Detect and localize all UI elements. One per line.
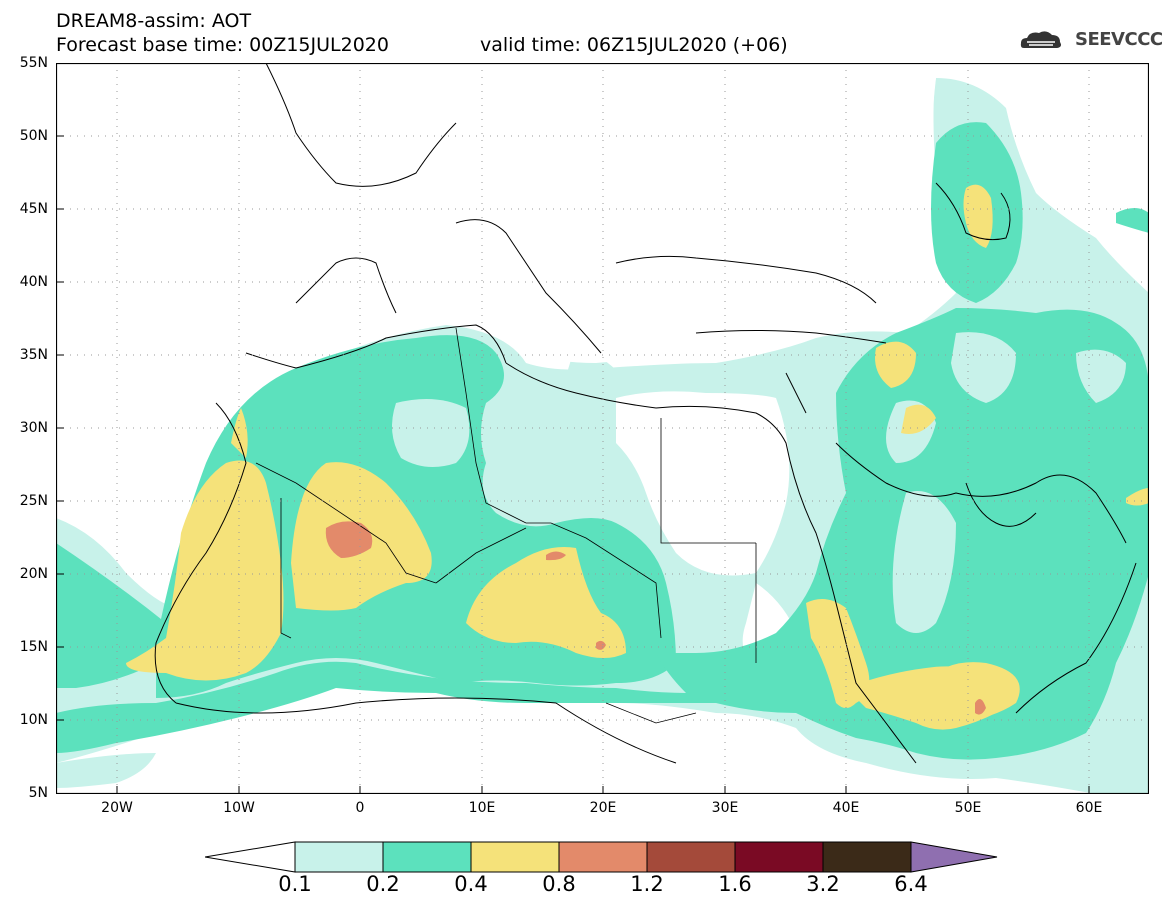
lat-label: 30N — [19, 420, 48, 436]
logo-text: SEEVCCC — [1075, 29, 1163, 50]
colorbar — [205, 841, 998, 873]
colorbar-bin — [822, 841, 912, 873]
map-title: DREAM8-assim: AOT — [56, 10, 252, 32]
colorbar-label: 3.2 — [806, 872, 840, 896]
aot-map — [56, 63, 1149, 794]
seevccc-logo — [1020, 31, 1061, 48]
lat-label: 15N — [19, 639, 48, 655]
valid-time: valid time: 06Z15JUL2020 (+06) — [480, 34, 788, 56]
lat-label: 25N — [19, 493, 48, 509]
colorbar-bin — [646, 841, 736, 873]
colorbar-label: 0.1 — [278, 872, 312, 896]
lat-label: 55N — [19, 55, 48, 71]
lon-label: 40E — [832, 800, 860, 816]
borders — [255, 327, 757, 724]
lat-label: 50N — [19, 128, 48, 144]
lon-label: 30E — [711, 800, 739, 816]
lon-label: 0 — [355, 800, 365, 816]
lon-label: 60E — [1075, 800, 1103, 816]
graticule — [56, 63, 1149, 794]
lon-label: 20E — [589, 800, 617, 816]
lat-label: 5N — [28, 785, 48, 801]
lon-label: 20W — [101, 800, 133, 816]
lat-label: 35N — [19, 347, 48, 363]
lat-label: 45N — [19, 201, 48, 217]
colorbar-bin — [294, 841, 384, 873]
colorbar-bin — [734, 841, 824, 873]
lon-label: 10W — [223, 800, 255, 816]
lat-label: 40N — [19, 274, 48, 290]
lon-label: 10E — [468, 800, 496, 816]
colorbar-high-arrow — [910, 841, 998, 873]
axis-ticks — [56, 135, 1090, 794]
colorbar-bin — [470, 841, 560, 873]
colorbar-low-arrow — [205, 841, 296, 873]
colorbar-label: 1.2 — [630, 872, 664, 896]
lat-label: 20N — [19, 566, 48, 582]
colorbar-label: 0.8 — [542, 872, 576, 896]
lat-label: 10N — [19, 712, 48, 728]
colorbar-bin — [382, 841, 472, 873]
colorbar-label: 0.4 — [454, 872, 488, 896]
lon-label: 50E — [954, 800, 982, 816]
base-time: Forecast base time: 00Z15JUL2020 — [56, 34, 389, 56]
aot-field-high — [126, 184, 1149, 730]
colorbar-label: 6.4 — [894, 872, 928, 896]
colorbar-bin — [558, 841, 648, 873]
aot-field-very-high — [325, 521, 986, 715]
colorbar-label: 1.6 — [718, 872, 752, 896]
coastlines — [154, 63, 1137, 764]
map-frame — [56, 63, 1149, 794]
colorbar-label: 0.2 — [366, 872, 400, 896]
